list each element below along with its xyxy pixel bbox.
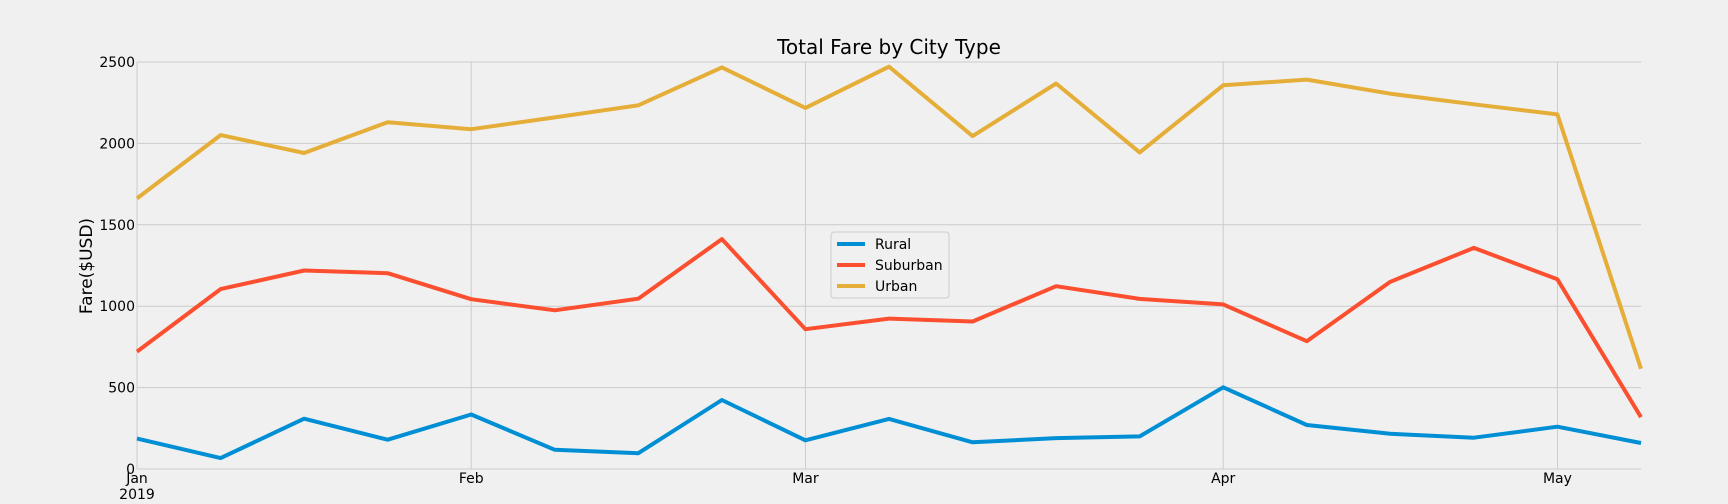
x-tick-sublabel: 2019 xyxy=(119,487,155,503)
y-tick-label: 0 xyxy=(126,462,135,478)
series-line-suburban xyxy=(135,237,1643,419)
legend-label-urban: Urban xyxy=(875,279,917,295)
y-axis-label: Fare($USD) xyxy=(77,218,97,314)
y-tick-label: 2500 xyxy=(99,55,135,71)
legend: Rural Suburban Urban xyxy=(830,231,950,299)
series-line-urban xyxy=(135,64,1643,370)
x-tick-label: Mar xyxy=(792,471,819,487)
y-tick-label: 1500 xyxy=(99,218,135,234)
x-tick-label: Feb xyxy=(459,471,484,487)
y-tick-label: 2000 xyxy=(99,136,135,152)
y-tick-label: 500 xyxy=(108,381,135,397)
series-lines xyxy=(135,64,1643,461)
x-tick-label: Apr xyxy=(1211,471,1235,487)
x-tick-label: May xyxy=(1543,471,1572,487)
chart-title: Total Fare by City Type xyxy=(776,35,1001,59)
legend-label-rural: Rural xyxy=(875,237,911,253)
x-tick-label: Jan xyxy=(125,471,148,487)
series-line-rural xyxy=(136,385,1642,461)
y-tick-label: 1000 xyxy=(99,299,135,315)
legend-box xyxy=(830,231,950,299)
legend-label-suburban: Suburban xyxy=(875,258,943,274)
